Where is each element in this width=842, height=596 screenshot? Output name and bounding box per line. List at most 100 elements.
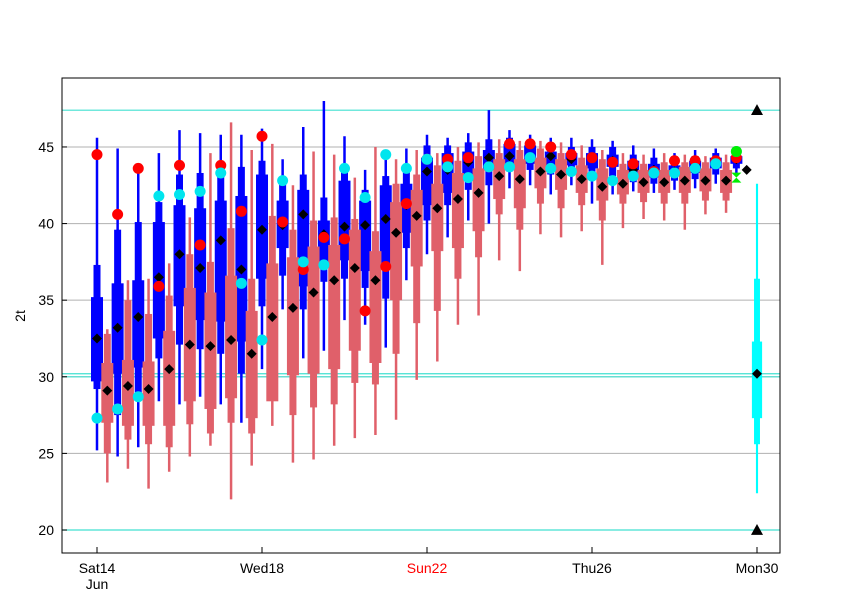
hres-point — [297, 264, 309, 276]
climate-median-marker — [752, 368, 762, 379]
hres-point — [132, 162, 144, 174]
control-point — [112, 403, 124, 415]
y-tick-label: 40 — [38, 216, 54, 232]
ens-b-box-p25-p75 — [472, 168, 485, 232]
extreme-lower-marker — [731, 172, 742, 183]
ens-b-median-marker — [246, 348, 257, 359]
ens-b-box-p25-p75 — [307, 246, 320, 374]
ens-a-median-marker — [215, 235, 226, 246]
ens-a-median-marker — [422, 166, 432, 177]
ens-a-median-marker — [298, 209, 309, 220]
y-tick-label: 25 — [38, 445, 54, 461]
ens-b-box-p25-p75 — [328, 245, 341, 370]
plot-frame — [61, 77, 781, 554]
ens-b-median-marker — [370, 275, 381, 286]
x-tick-label: Sun22 — [407, 560, 448, 576]
hres-point — [524, 138, 536, 150]
ens-b-median-marker — [659, 177, 670, 188]
y-axis: 20 25 30 35 40 45 — [38, 139, 67, 538]
ens-b-median-marker — [700, 175, 711, 186]
control-point — [669, 167, 680, 179]
ens-b-box-p25-p75 — [245, 310, 258, 419]
control-point — [483, 161, 495, 173]
control-point — [607, 175, 619, 187]
control-point — [339, 162, 350, 174]
x-tick-label: Sat14 — [79, 560, 116, 576]
ens-a-box-p25-p75 — [317, 220, 330, 267]
ens-b-median-marker — [679, 175, 690, 186]
ens-a-median-marker — [257, 224, 267, 235]
ens-a-median-marker — [504, 151, 515, 162]
ens-a-median-marker — [153, 272, 164, 283]
ens-b-median-marker — [514, 174, 525, 185]
ens-b-median-marker — [473, 187, 484, 198]
y-tick-label: 45 — [38, 139, 54, 155]
x-tick-sublabel: Jun — [86, 576, 109, 592]
ens-b-median-marker — [102, 385, 113, 396]
control-point — [524, 152, 536, 164]
x-tick-label: Mon30 — [736, 560, 779, 576]
control-point — [504, 161, 515, 173]
ens-b-median-marker — [329, 275, 340, 286]
ens-b-median-marker — [164, 364, 175, 375]
x-tick-label: Thu26 — [572, 560, 612, 576]
ens-a-median-marker — [92, 333, 102, 344]
ens-a-median-marker — [174, 249, 185, 260]
ens-b-median-marker — [349, 263, 360, 273]
hres-point — [462, 152, 474, 164]
hres-point — [112, 208, 124, 220]
ens-b-median-marker — [597, 181, 608, 192]
control-point — [545, 162, 557, 174]
ens-b-median-marker — [638, 177, 649, 188]
ens-b-median-marker — [617, 178, 628, 189]
ens-a-median-marker — [236, 264, 247, 275]
ens-b-median-marker — [287, 302, 298, 313]
ens-b-box-p25-p75 — [121, 359, 134, 426]
ens-b-median-marker — [205, 341, 216, 352]
y-tick-label: 35 — [38, 292, 54, 308]
reference-lines — [62, 109, 780, 531]
ens-a-median-marker — [360, 220, 371, 231]
hres-point — [689, 155, 701, 167]
control-point — [153, 190, 165, 202]
hres-point — [586, 152, 598, 164]
extreme-upper-marker — [730, 146, 742, 158]
ens-a-box-p25-p75 — [338, 180, 351, 261]
ens-a-box-p25-p75 — [132, 280, 145, 368]
control-point — [421, 153, 433, 165]
ens-b-box-p25-p75 — [410, 189, 423, 267]
ens-a-median-marker — [380, 213, 391, 224]
hres-point — [669, 155, 680, 167]
ens-b-median-marker — [267, 312, 278, 323]
climate-extreme-triangle — [751, 524, 763, 535]
hres-point — [359, 305, 371, 317]
control-point — [91, 412, 103, 424]
hres-point — [194, 239, 206, 251]
ens-a-median-marker — [339, 221, 350, 232]
ens-b-median-marker — [411, 210, 422, 221]
ens-b-median-marker — [391, 227, 402, 238]
hres-point — [504, 138, 515, 150]
hres-point — [400, 198, 412, 210]
hres-point — [174, 159, 185, 171]
hres-point — [339, 233, 350, 245]
hres-point — [442, 153, 454, 165]
control-point — [235, 277, 247, 289]
ens-b-box-p25-p75 — [369, 251, 382, 363]
y-tick-label: 30 — [38, 369, 54, 385]
ens-b-median-marker — [452, 194, 463, 205]
control-point — [380, 149, 392, 161]
control-point — [256, 334, 268, 346]
control-point — [648, 167, 660, 179]
control-point — [565, 165, 577, 177]
point-markers — [91, 104, 763, 535]
median-marker — [741, 164, 752, 175]
ens-a-box-p25-p75 — [214, 200, 227, 322]
ens-a-box-p25-p75 — [421, 157, 433, 206]
control-point — [318, 259, 330, 271]
ens-a-median-marker — [545, 151, 556, 162]
control-point — [215, 167, 227, 179]
control-point — [174, 188, 185, 200]
